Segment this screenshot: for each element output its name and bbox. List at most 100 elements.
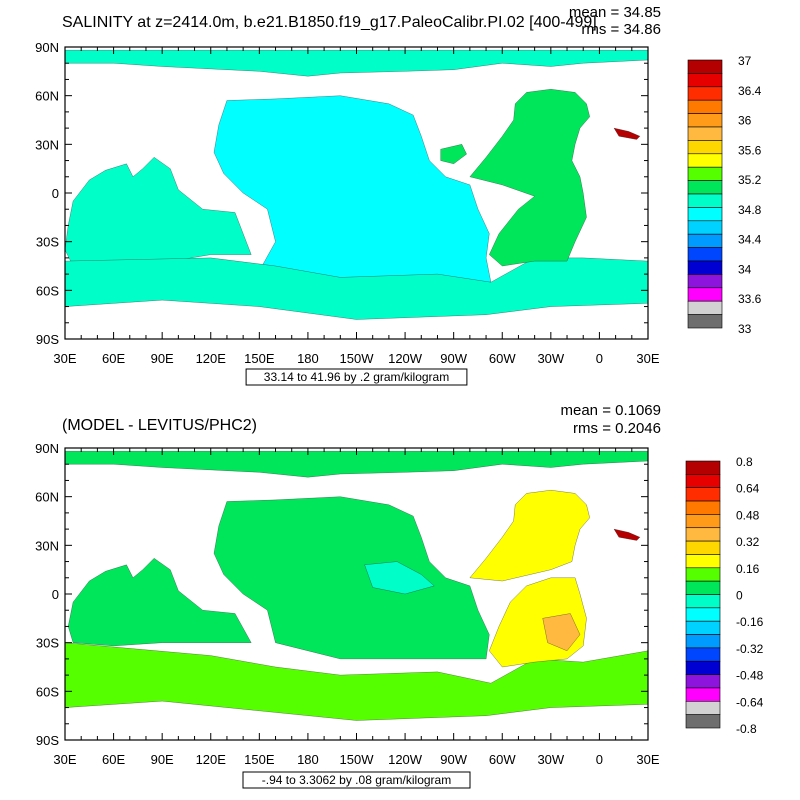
colorbar-bin (687, 247, 723, 262)
x-tick-label: 0 (596, 351, 603, 366)
region-mediterranean (613, 127, 641, 140)
y-tick-label: 30N (35, 538, 59, 553)
x-tick-label: 30W (537, 752, 564, 767)
colorbar-bin (685, 500, 721, 515)
colorbar-label: 33.6 (738, 292, 762, 306)
x-tick-label: 60E (102, 752, 125, 767)
rms-label: rms = 0.2046 (573, 420, 661, 437)
x-tick-label: 60E (102, 351, 125, 366)
x-tick-label: 30W (537, 351, 564, 366)
colorbar-label: 36.4 (738, 84, 762, 98)
colorbar-bin (687, 153, 723, 168)
colorbar-bin (687, 86, 723, 101)
x-tick-label: 150W (340, 351, 375, 366)
colorbar-bin (685, 580, 721, 595)
colorbar-bin (685, 674, 721, 689)
colorbar-bin (685, 660, 721, 675)
region-mediterranean (613, 528, 641, 541)
x-tick-label: 90W (440, 351, 467, 366)
colorbar-bin (687, 180, 723, 195)
x-tick-label: 90E (151, 752, 174, 767)
colorbar-bin (687, 260, 723, 275)
colorbar-label: 0.8 (736, 455, 753, 469)
region-north-atlantic (469, 489, 590, 582)
colorbar-bin (685, 554, 721, 569)
colorbar-label: 0.64 (736, 482, 760, 496)
colorbar-bin (685, 540, 721, 555)
x-tick-label: 90E (151, 351, 174, 366)
colorbar-bin (687, 193, 723, 208)
colorbar-bin (687, 220, 723, 235)
colorbar-bin (685, 474, 721, 489)
colorbar-bin (687, 207, 723, 222)
y-tick-label: 30S (36, 636, 59, 651)
x-tick-label: 120E (196, 752, 227, 767)
x-tick-label: 30E (636, 351, 659, 366)
x-tick-label: 150W (340, 752, 375, 767)
colorbar-bin (685, 514, 721, 529)
colorbar-label: -0.32 (736, 642, 764, 656)
colorbar-bin (687, 59, 723, 74)
y-tick-label: 30S (36, 235, 59, 250)
colorbar-bin (687, 140, 723, 155)
colorbar-label: 0 (736, 589, 743, 603)
region-ne-pacific-anomaly (364, 561, 435, 595)
y-tick-label: 60N (35, 490, 59, 505)
x-tick-label: 90W (440, 752, 467, 767)
x-tick-label: 180 (297, 351, 319, 366)
colorbar-bin (685, 714, 721, 729)
colorbar-bin (685, 634, 721, 649)
colorbar-label: 34 (738, 262, 752, 276)
region-indian (67, 557, 252, 647)
region-pacific (213, 496, 490, 660)
colorbar-bin (685, 567, 721, 582)
contour-info: 33.14 to 41.96 by .2 gram/kilogram (264, 370, 449, 384)
contour-info-box (242, 771, 471, 789)
y-tick-label: 90S (36, 332, 59, 347)
region-southern (65, 257, 648, 320)
colorbar-label: 35.6 (738, 143, 762, 157)
map-field (65, 450, 648, 721)
chart-title: SALINITY at z=2414.0m, b.e21.B1850.f19_g… (62, 14, 597, 31)
colorbar-bin (685, 700, 721, 715)
colorbar-label: 0.32 (736, 535, 760, 549)
region-atlantic (469, 88, 590, 267)
colorbar-bin (685, 460, 721, 475)
y-tick-label: 60S (36, 283, 59, 298)
y-tick-label: 90S (36, 733, 59, 748)
colorbar-label: 36 (738, 114, 752, 128)
colorbar-bin (687, 113, 723, 128)
x-tick-label: 60W (489, 752, 516, 767)
colorbar-bin (685, 527, 721, 542)
x-tick-label: 60W (489, 351, 516, 366)
map-field (65, 49, 648, 320)
colorbar-bin (685, 620, 721, 635)
y-tick-label: 0 (52, 587, 59, 602)
colorbar-bin (685, 607, 721, 622)
colorbar-label: 34.4 (738, 233, 762, 247)
colorbar-bin (687, 274, 723, 289)
colorbar-bin (687, 300, 723, 315)
y-tick-label: 60S (36, 684, 59, 699)
colorbar-bin (685, 687, 721, 702)
region-indian (65, 156, 252, 267)
x-tick-label: 150E (244, 752, 275, 767)
colorbar-label: 37 (738, 54, 752, 68)
y-tick-label: 0 (52, 186, 59, 201)
y-tick-label: 60N (35, 89, 59, 104)
colorbar-label: 35.2 (738, 173, 762, 187)
region-gulf-of-mexico (440, 144, 467, 165)
colorbar-bin (687, 73, 723, 88)
colorbar-bin (687, 233, 723, 248)
contour-info: -.94 to 3.3062 by .08 gram/kilogram (262, 773, 451, 787)
mean-label: mean = 0.1069 (561, 402, 662, 419)
y-tick-label: 90N (35, 40, 59, 55)
x-tick-label: 0 (596, 752, 603, 767)
x-tick-label: 30E (636, 752, 659, 767)
y-tick-label: 90N (35, 441, 59, 456)
region-pacific (213, 95, 492, 299)
x-tick-label: 180 (297, 752, 319, 767)
chart-title: (MODEL - LEVITUS/PHC2) (62, 417, 257, 434)
